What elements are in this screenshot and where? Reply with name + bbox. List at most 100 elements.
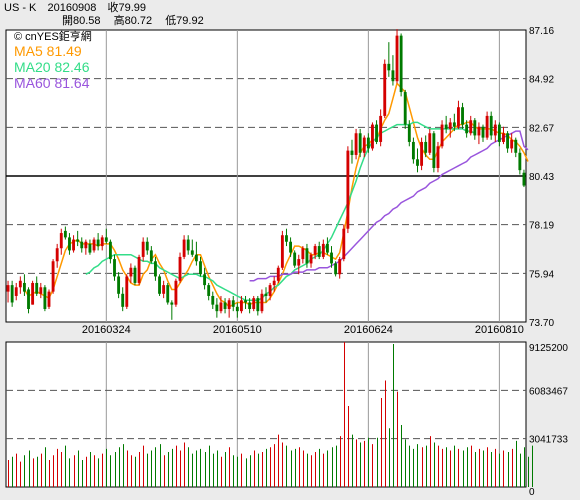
candle-body (272, 280, 276, 286)
candle (502, 126, 505, 145)
candle-body (211, 295, 215, 305)
candle (27, 287, 30, 314)
candle-body (18, 280, 22, 288)
candle (272, 276, 276, 292)
volume-tick-label: 9125200 (529, 343, 568, 354)
candle (350, 139, 354, 164)
candle (182, 235, 186, 260)
candle-body (84, 241, 88, 249)
candle-body (350, 150, 354, 155)
candle-body (293, 252, 297, 266)
candle-body (203, 274, 207, 286)
candle-body (325, 243, 329, 253)
candle-body (309, 254, 313, 264)
candle-body (244, 300, 247, 303)
ma5-line (23, 81, 529, 308)
candle-body (477, 126, 481, 136)
candle-body (39, 287, 43, 294)
candle (342, 224, 346, 262)
candle-body (199, 261, 202, 275)
candle-body (240, 300, 243, 312)
candle-body (317, 246, 321, 257)
candle-body (366, 137, 370, 149)
candle (104, 228, 108, 244)
price-tick-label: 75.94 (529, 269, 554, 280)
x-tick-label: 20160624 (344, 324, 393, 336)
candle (199, 256, 202, 277)
candle-body (452, 122, 456, 127)
candle-body (330, 252, 333, 264)
legend: MA5 81.49 MA20 82.46 MA60 81.64 (14, 43, 90, 91)
candle (444, 115, 448, 134)
candle-body (285, 235, 288, 242)
candle-body (457, 107, 460, 127)
candle-body (35, 282, 39, 294)
candle-body (170, 302, 174, 305)
candle-body (305, 248, 309, 264)
candle-body (358, 133, 362, 153)
candle (457, 100, 460, 129)
candle-body (416, 159, 419, 166)
candle-body (219, 302, 223, 312)
candle-body (510, 139, 514, 149)
candle-body (276, 267, 280, 281)
candle (260, 289, 264, 314)
candle (190, 239, 194, 257)
candle (485, 111, 489, 140)
candle-body (72, 239, 75, 251)
candle (305, 243, 309, 268)
candle-body (362, 137, 366, 153)
candle-body (96, 239, 100, 247)
candle-body (14, 287, 18, 296)
candle (43, 285, 47, 312)
candle (522, 169, 526, 188)
candle (10, 280, 14, 307)
candle (280, 230, 284, 270)
candle (68, 233, 71, 255)
candle (129, 263, 133, 283)
candle-body (215, 304, 219, 312)
open-label: 開80.58 (62, 15, 101, 27)
candle (125, 274, 129, 309)
candle-body (31, 282, 35, 305)
candle-body (43, 287, 47, 309)
candle (297, 254, 301, 275)
candle (108, 239, 112, 264)
candle-body (375, 124, 378, 142)
candle (407, 120, 411, 147)
candle (362, 135, 366, 158)
candle (178, 252, 182, 283)
candle (481, 124, 485, 142)
candle-body (248, 302, 252, 309)
candle (223, 298, 227, 314)
candle (375, 120, 378, 145)
candle (149, 246, 153, 264)
candle-body (88, 243, 92, 253)
candle-body (186, 239, 190, 251)
candle-body (338, 259, 342, 275)
candle-body (379, 115, 383, 142)
candle (506, 131, 510, 153)
candle (473, 118, 477, 140)
candle (440, 120, 444, 149)
candle-body (321, 243, 325, 257)
candle (252, 295, 256, 312)
x-tick-label: 20160810 (475, 324, 524, 336)
candle-body (256, 298, 260, 312)
candle-body (399, 35, 403, 93)
candle (96, 233, 100, 251)
candle (186, 235, 190, 255)
candle (411, 137, 415, 164)
candle (88, 239, 92, 255)
candle-body (55, 248, 59, 262)
candle-body (485, 115, 489, 138)
candle (162, 280, 166, 299)
candle-body (149, 250, 153, 262)
candle (465, 120, 469, 138)
candle (18, 276, 22, 294)
candle (313, 243, 317, 260)
candle (334, 261, 338, 277)
candle-body (141, 241, 145, 257)
candle (211, 291, 215, 309)
candle (383, 59, 387, 119)
